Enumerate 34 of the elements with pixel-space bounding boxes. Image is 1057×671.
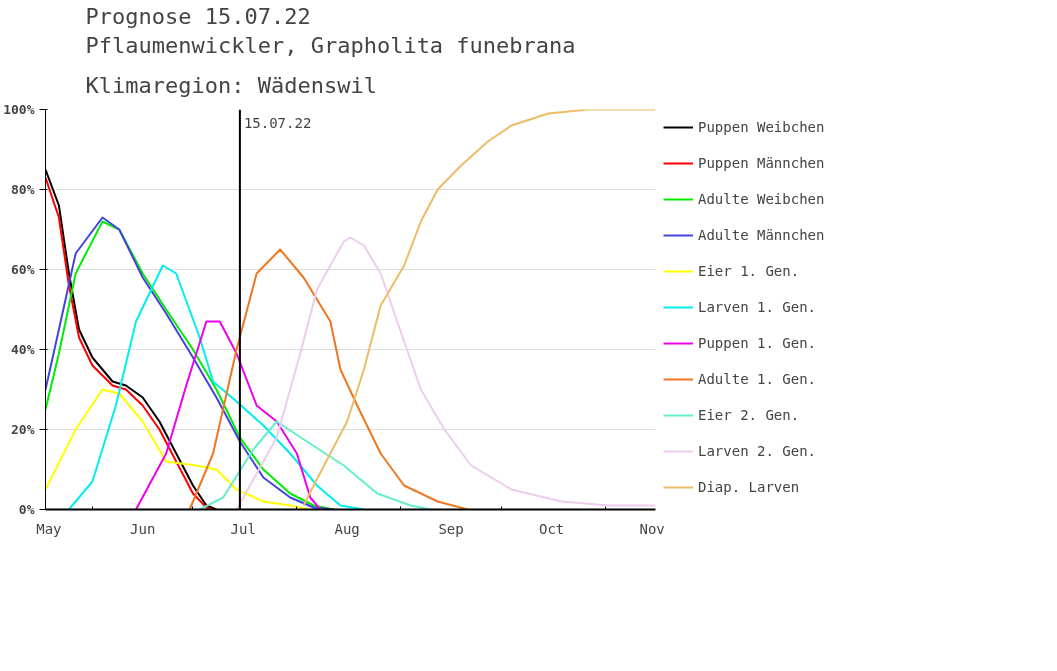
legend-label: Puppen Weibchen (698, 118, 825, 137)
legend-label: Puppen Männchen (698, 154, 825, 173)
line-series (134, 320, 322, 510)
line-series (67, 264, 365, 510)
y-tick-label: 0% (18, 502, 35, 517)
y-tick-label: 100% (3, 102, 35, 117)
line-series (45, 388, 312, 510)
legend-label: Adulte Weibchen (698, 190, 825, 209)
line-series (188, 248, 469, 510)
y-tick-label: 20% (11, 422, 35, 437)
chart-title: Prognose 15.07.22 (85, 3, 311, 29)
x-tick-label: Oct (538, 520, 565, 537)
legend-label: Eier 1. Gen. (698, 262, 800, 281)
legend-label: Eier 2. Gen. (698, 406, 800, 425)
legend-label: Puppen 1. Gen. (698, 334, 817, 353)
legend-label: Larven 2. Gen. (698, 442, 817, 461)
legend-label: Diap. Larven (698, 478, 800, 497)
x-tick-label: May (36, 520, 62, 537)
y-tick-label: 60% (11, 262, 35, 277)
x-tick-label: Jul (230, 520, 256, 537)
line-series (235, 236, 656, 510)
legend-label: Adulte Männchen (698, 226, 825, 245)
legend-label: Adulte 1. Gen. (698, 370, 817, 389)
legend-label: Larven 1. Gen. (698, 298, 817, 317)
ref-line-label: 15.07.22 (243, 114, 312, 131)
text: Klimaregion: Wädenswil (85, 72, 377, 98)
x-tick-label: Sep (438, 520, 464, 537)
x-tick-label: Aug (334, 520, 360, 537)
y-tick-label: 80% (11, 182, 35, 197)
y-tick-label: 40% (11, 342, 35, 357)
chart-subtitle: Pflaumenwickler, Grapholita funebrana (85, 32, 576, 58)
x-tick-label: Jun (130, 520, 156, 537)
line-series (198, 420, 432, 510)
x-tick-label: Nov (639, 520, 665, 537)
